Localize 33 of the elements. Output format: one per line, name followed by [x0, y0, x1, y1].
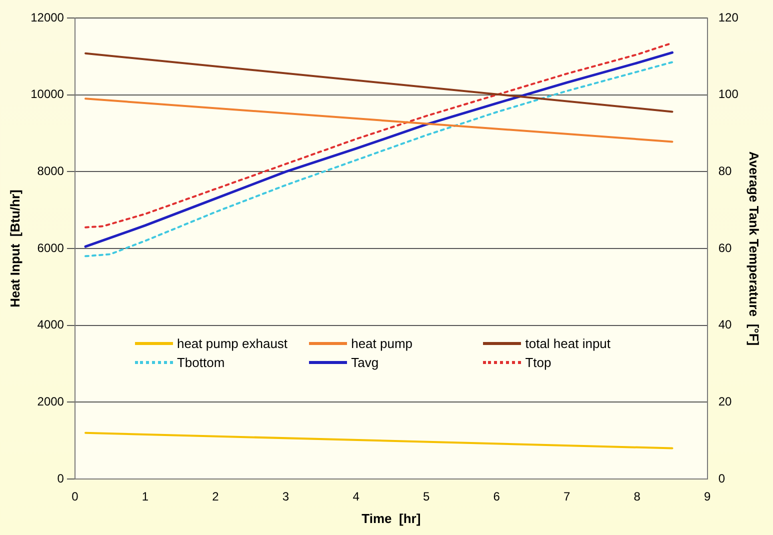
y-tick-label: 0: [57, 471, 64, 486]
legend-label: Tavg: [351, 355, 379, 370]
y-tick-label: 6000: [37, 240, 64, 255]
y2-tick-label: 40: [718, 318, 732, 332]
legend-label: Ttop: [525, 355, 552, 370]
legend-label: heat pump: [351, 336, 413, 352]
y-tick-label: 12000: [30, 10, 64, 24]
x-tick-label: 2: [212, 490, 220, 504]
x-tick-label: 6: [493, 490, 500, 504]
y2-tick-label: 100: [718, 87, 739, 102]
y-tick-label: 2000: [37, 394, 64, 408]
y-axis-title: Heat Input [Btu/hr]: [7, 190, 22, 308]
legend-label: heat pump exhaust: [176, 336, 288, 352]
x-tick-label: 3: [282, 490, 290, 504]
y2-tick-label: 120: [718, 10, 739, 24]
legend-label: Tbottom: [176, 355, 225, 370]
y2-tick-label: 20: [718, 394, 732, 408]
y2-tick-label: 60: [718, 240, 732, 255]
y-tick-label: 8000: [37, 164, 64, 178]
x-axis-title: Time [hr]: [362, 510, 421, 526]
x-tick-label: 7: [564, 490, 570, 504]
y2-axis-title: Average Tank Temperature [°F]: [746, 151, 762, 346]
x-tick-label: 9: [704, 490, 712, 504]
y2-tick-label: 80: [718, 164, 732, 178]
x-tick-label: 4: [352, 490, 360, 504]
y2-tick-label: 0: [718, 471, 726, 486]
y-tick-label: 4000: [37, 318, 64, 332]
x-tick-label: 0: [72, 490, 79, 504]
y-tick-label: 10000: [30, 87, 64, 102]
x-tick-label: 5: [422, 490, 430, 504]
x-tick-label: 8: [634, 490, 641, 504]
x-tick-label: 1: [142, 490, 149, 504]
legend-label: total heat input: [525, 336, 611, 352]
